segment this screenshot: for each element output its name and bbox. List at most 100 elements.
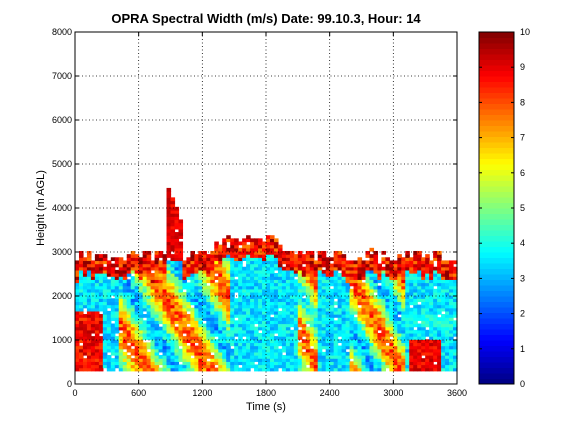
colorbar-swatch — [479, 285, 514, 291]
heatmap-cell — [130, 282, 136, 287]
heatmap-cell — [266, 247, 271, 252]
heatmap-cell — [405, 263, 410, 268]
heatmap-cell — [78, 304, 84, 309]
heatmap-cell — [214, 339, 219, 344]
heatmap-cell — [377, 301, 382, 306]
heatmap-cell — [289, 285, 295, 290]
heatmap-cell — [170, 339, 176, 344]
colorbar-swatch — [479, 301, 514, 308]
heatmap-cell — [214, 361, 219, 366]
heatmap-cell — [341, 307, 347, 312]
heatmap-cell — [317, 367, 323, 372]
heatmap-cell — [166, 314, 172, 318]
heatmap-cell — [182, 348, 188, 353]
heatmap-cell — [186, 285, 191, 290]
heatmap-cell — [437, 291, 442, 296]
heatmap-cell — [110, 285, 116, 290]
heatmap-cell — [266, 361, 271, 366]
heatmap-cell — [361, 317, 367, 321]
heatmap-cell — [242, 250, 247, 255]
heatmap-cell — [317, 339, 323, 344]
heatmap-cell — [373, 269, 379, 274]
heatmap-cell — [238, 276, 243, 280]
heatmap-cell — [289, 329, 295, 334]
heatmap-cell — [349, 361, 355, 366]
heatmap-cell — [281, 348, 287, 353]
heatmap-cell — [389, 342, 394, 347]
heatmap-cell — [226, 276, 231, 280]
heatmap-cell — [281, 307, 287, 312]
heatmap-cell — [309, 266, 315, 271]
heatmap-cell — [242, 367, 247, 372]
heatmap-cell — [90, 276, 96, 280]
heatmap-cell — [305, 307, 311, 312]
colorbar-swatch — [479, 169, 514, 176]
colorbar-swatch — [479, 252, 514, 258]
heatmap-cell — [381, 358, 386, 362]
heatmap-cell — [301, 307, 307, 312]
heatmap-cell — [421, 298, 426, 303]
heatmap-cell — [102, 257, 108, 262]
heatmap-cell — [118, 326, 124, 331]
heatmap-cell — [190, 317, 195, 321]
heatmap-cell — [409, 266, 414, 271]
heatmap-cell — [277, 304, 283, 309]
heatmap-cell — [385, 260, 390, 265]
heatmap-cell — [154, 345, 160, 350]
heatmap-cell — [381, 329, 386, 334]
heatmap-cell — [146, 364, 152, 369]
heatmap-cell — [317, 295, 323, 299]
heatmap-cell — [138, 345, 144, 350]
heatmap-cell — [289, 339, 295, 344]
heatmap-cell — [437, 282, 442, 287]
heatmap-cell — [425, 263, 430, 268]
heatmap-cell — [194, 355, 199, 359]
heatmap-cell — [206, 326, 211, 331]
heatmap-cell — [449, 285, 454, 290]
heatmap-cell — [281, 257, 287, 262]
heatmap-cell — [373, 310, 379, 315]
heatmap-cell — [162, 291, 168, 296]
heatmap-cell — [218, 254, 223, 258]
heatmap-cell — [317, 254, 323, 258]
heatmap-cell — [353, 323, 359, 328]
heatmap-cell — [130, 320, 136, 325]
heatmap-cell — [162, 269, 168, 274]
heatmap-cell — [258, 260, 263, 265]
colorbar — [479, 32, 514, 385]
heatmap-cell — [385, 282, 390, 287]
heatmap-cell — [357, 348, 363, 353]
heatmap-cell — [397, 266, 402, 271]
heatmap-cell — [277, 342, 283, 347]
heatmap-cell — [166, 222, 172, 227]
heatmap-cell — [413, 342, 418, 347]
heatmap-cell — [162, 310, 168, 315]
heatmap-cell — [154, 263, 160, 268]
heatmap-cell — [445, 314, 450, 318]
colorbar-swatch — [479, 268, 514, 275]
heatmap-cell — [162, 348, 168, 353]
heatmap-cell — [242, 269, 247, 274]
heatmap-cell — [301, 291, 307, 296]
heatmap-cell — [277, 364, 283, 369]
heatmap-cell — [453, 329, 458, 334]
heatmap-cell — [321, 298, 327, 303]
heatmap-cell — [75, 332, 80, 337]
heatmap-cell — [146, 307, 152, 312]
heatmap-cell — [234, 247, 239, 252]
heatmap-cell — [369, 257, 375, 262]
heatmap-cell — [393, 288, 398, 293]
heatmap-cell — [437, 266, 442, 271]
heatmap-cell — [293, 361, 299, 366]
heatmap-cell — [321, 250, 327, 255]
heatmap-cell — [377, 298, 382, 303]
heatmap-cell — [222, 263, 227, 268]
heatmap-cell — [146, 260, 152, 265]
heatmap-cell — [254, 339, 259, 344]
heatmap-cell — [321, 273, 327, 277]
heatmap-cell — [246, 263, 251, 268]
heatmap-cell — [325, 301, 331, 306]
heatmap-cell — [329, 332, 335, 337]
heatmap-cell — [234, 241, 239, 246]
heatmap-cell — [94, 257, 100, 262]
